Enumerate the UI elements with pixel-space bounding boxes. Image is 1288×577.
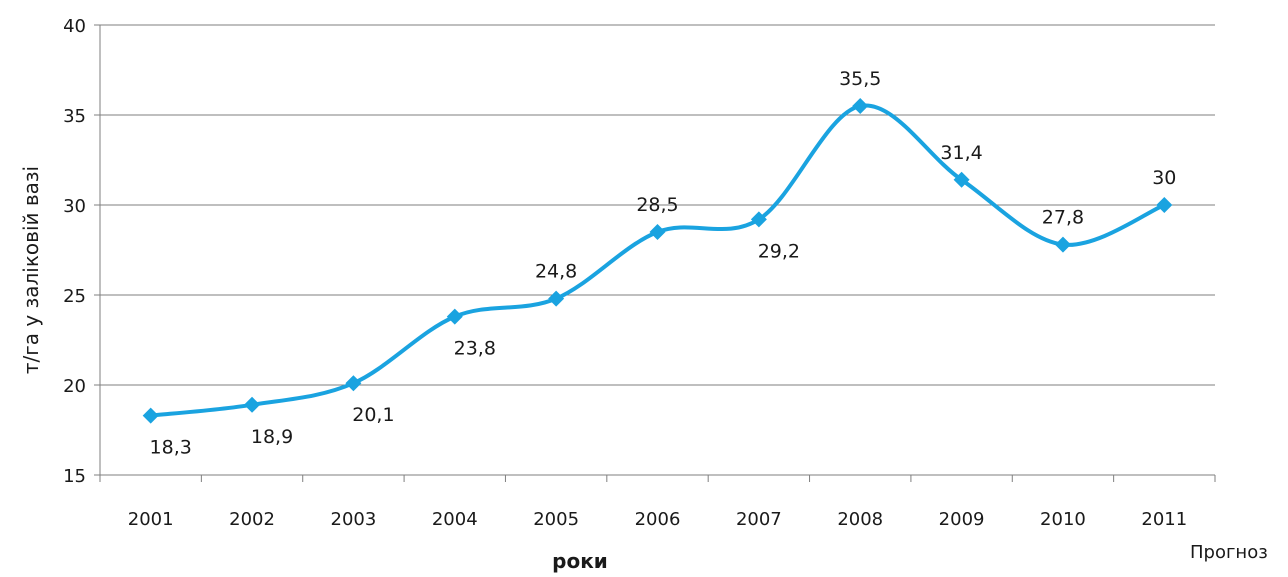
data-point-marker [548, 290, 565, 307]
data-point-marker [750, 211, 767, 228]
x-tick-label: 2001 [128, 509, 174, 530]
data-label: 27,8 [1042, 207, 1084, 229]
x-tick-label: 2003 [331, 509, 377, 530]
y-tick-label: 20 [63, 376, 86, 397]
data-label: 31,4 [940, 142, 982, 164]
data-label: 29,2 [758, 240, 800, 262]
data-point-marker [1054, 236, 1071, 253]
data-label: 18,3 [150, 437, 192, 459]
data-point-marker [953, 171, 970, 188]
y-tick-label: 40 [63, 16, 86, 37]
data-point-marker [142, 407, 159, 424]
y-tick-label: 15 [63, 466, 86, 487]
y-tick-label: 30 [63, 196, 86, 217]
grid-lines [100, 24, 1215, 386]
x-tick-label: 2005 [533, 509, 579, 530]
series-group [142, 98, 1173, 424]
x-tick-label: 2009 [939, 509, 985, 530]
x-axis-title: роки [552, 549, 608, 573]
y-tick-labels: 15 20 25 30 35 40 [63, 16, 86, 487]
forecast-note: Прогноз [1190, 542, 1268, 563]
data-label: 23,8 [454, 338, 496, 360]
data-point-marker [649, 224, 666, 240]
x-tick-label: 2004 [432, 509, 478, 530]
x-tick-label: 2006 [635, 509, 681, 530]
x-tick-labels: 2001 2002 2003 2004 2005 2006 2007 2008 2009 2010… [128, 509, 1187, 530]
data-label: 24,8 [535, 261, 577, 283]
data-point-marker [1156, 197, 1173, 213]
data-label: 35,5 [839, 68, 881, 90]
x-tick-label: 2008 [837, 509, 883, 530]
axes [94, 24, 1216, 482]
data-label: 18,9 [251, 426, 293, 448]
data-label: 30 [1152, 167, 1176, 189]
y-axis-title: т/га у заліковій вазі [19, 166, 43, 374]
x-tick-label: 2010 [1040, 509, 1086, 530]
y-tick-label: 35 [63, 106, 86, 127]
x-tick-label: 2011 [1141, 509, 1187, 530]
x-tick-label: 2002 [229, 509, 275, 530]
data-point-marker [345, 375, 362, 392]
y-tick-label: 25 [63, 286, 86, 307]
data-labels: 18,3 18,9 20,1 23,8 24,8 28,5 29,2 35,5 31,4 27,8… [150, 68, 1177, 459]
data-point-marker [244, 396, 261, 413]
data-point-marker [446, 308, 463, 325]
data-label: 28,5 [636, 194, 678, 216]
series-line [148, 103, 1167, 418]
x-tick-label: 2007 [736, 509, 782, 530]
data-point-marker [852, 98, 869, 114]
data-label: 20,1 [352, 404, 394, 426]
